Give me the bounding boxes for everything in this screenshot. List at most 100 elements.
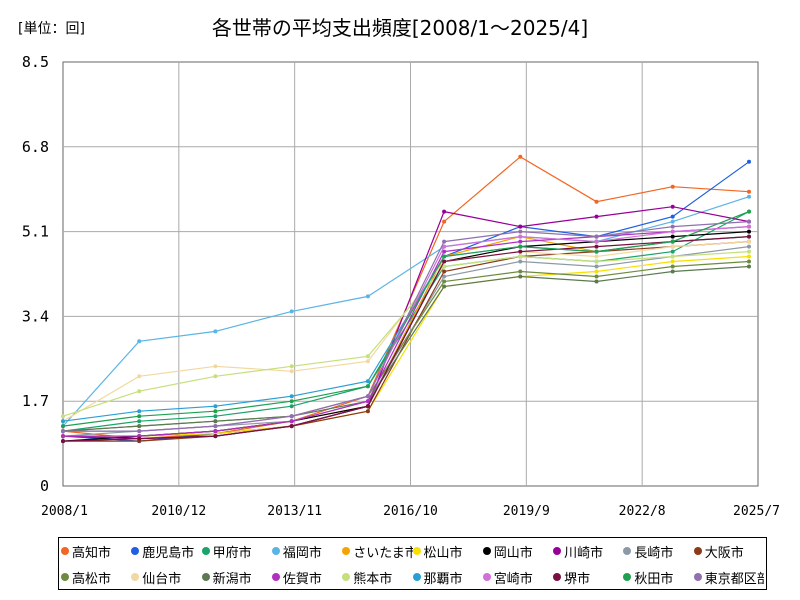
data-point: [594, 214, 599, 219]
legend-item: 佐賀市: [271, 564, 342, 590]
data-point: [213, 434, 218, 439]
data-point: [137, 436, 142, 441]
data-point: [747, 229, 751, 234]
data-point: [594, 199, 599, 204]
data-point: [442, 284, 447, 289]
series-line: [62, 265, 750, 432]
data-point: [289, 404, 294, 409]
data-point: [61, 419, 65, 424]
data-point: [518, 244, 523, 249]
legend-label: 佐賀市: [282, 571, 322, 587]
x-tick-labels: 2008/1 2010/12 2013/11 2016/10 2019/9 2022/8 2…: [41, 504, 780, 519]
legend-item: 松山市: [412, 538, 483, 564]
series-lines: [61, 154, 751, 444]
legend-item: 東京都区部: [693, 564, 764, 590]
data-point: [289, 309, 294, 314]
x-tick-label: 2010/12: [151, 504, 206, 519]
data-point: [594, 234, 599, 239]
legend-item: 大阪市: [693, 538, 764, 564]
y-tick-label: 3.4: [22, 307, 49, 325]
data-point: [442, 249, 447, 254]
data-point: [594, 269, 599, 274]
data-point: [747, 159, 751, 164]
data-point: [442, 254, 447, 259]
y-tick-label: 5.1: [22, 223, 49, 241]
y-tick-label: 8.5: [22, 53, 49, 71]
data-point: [365, 354, 370, 359]
data-point: [747, 259, 751, 264]
legend-marker: [61, 547, 69, 555]
legend-marker: [131, 547, 140, 555]
data-point: [137, 419, 142, 424]
data-point: [670, 239, 675, 244]
data-point: [594, 239, 599, 244]
legend-label: 秋田市: [634, 571, 674, 587]
legend-marker: [201, 573, 210, 581]
data-point: [594, 274, 599, 279]
data-point: [518, 249, 523, 254]
data-point: [594, 254, 599, 259]
legend-marker: [271, 547, 280, 555]
data-point: [442, 244, 447, 249]
data-point: [670, 259, 675, 264]
legend-marker: [693, 573, 702, 581]
data-point: [670, 234, 675, 239]
legend-label: 高知市: [72, 545, 112, 561]
legend-label: 岡山市: [493, 545, 533, 561]
data-point: [747, 224, 751, 229]
x-tick-label: 2016/10: [383, 504, 438, 519]
data-point: [670, 264, 675, 269]
data-point: [213, 429, 218, 434]
legend-label: 川崎市: [564, 545, 604, 561]
legend-item: 福岡市: [271, 538, 342, 564]
legend-marker: [553, 573, 562, 581]
series-line: [62, 211, 750, 427]
data-point: [289, 399, 294, 404]
data-point: [670, 224, 675, 229]
y-tick-label: 1.7: [22, 392, 49, 410]
data-point: [442, 239, 447, 244]
legend-item: 熊本市: [342, 564, 412, 590]
legend-item: 鹿児島市: [131, 538, 201, 564]
series-line: [63, 221, 750, 432]
data-point: [518, 229, 523, 234]
data-point: [137, 389, 142, 394]
data-point: [442, 264, 447, 269]
legend-label: 鹿児島市: [142, 545, 195, 561]
data-point: [213, 409, 218, 414]
legend-item: 仙台市: [131, 564, 201, 590]
data-point: [670, 184, 675, 189]
data-point: [518, 254, 523, 259]
legend-marker: [131, 573, 140, 581]
data-point: [61, 429, 65, 434]
data-point: [670, 214, 675, 219]
x-tick-label: 2019/9: [503, 504, 550, 519]
legend-marker: [693, 547, 702, 555]
data-point: [518, 234, 523, 239]
data-point: [61, 414, 65, 419]
data-point: [213, 424, 218, 429]
data-point: [213, 404, 218, 409]
legend-marker: [61, 573, 69, 581]
legend-label: 熊本市: [353, 571, 393, 587]
data-point: [518, 269, 523, 274]
x-tick-label: 2025/7: [733, 504, 780, 519]
series-line: [62, 236, 750, 442]
data-point: [747, 254, 751, 259]
chart-title: 各世帯の平均支出頻度[2008/1～2025/4]: [211, 16, 589, 40]
data-point: [747, 194, 751, 199]
data-point: [137, 409, 142, 414]
data-point: [289, 414, 294, 419]
legend-marker: [201, 547, 210, 555]
legend-marker: [271, 573, 280, 581]
data-point: [747, 219, 751, 224]
data-point: [61, 434, 65, 439]
legend-marker: [553, 547, 562, 555]
data-point: [670, 254, 675, 259]
data-point: [670, 244, 675, 249]
x-tick-label: 2022/8: [619, 504, 666, 519]
data-point: [594, 244, 599, 249]
legend-label: さいたま市: [353, 545, 413, 561]
legend-item: 堺市: [553, 564, 623, 590]
data-point: [747, 209, 751, 214]
